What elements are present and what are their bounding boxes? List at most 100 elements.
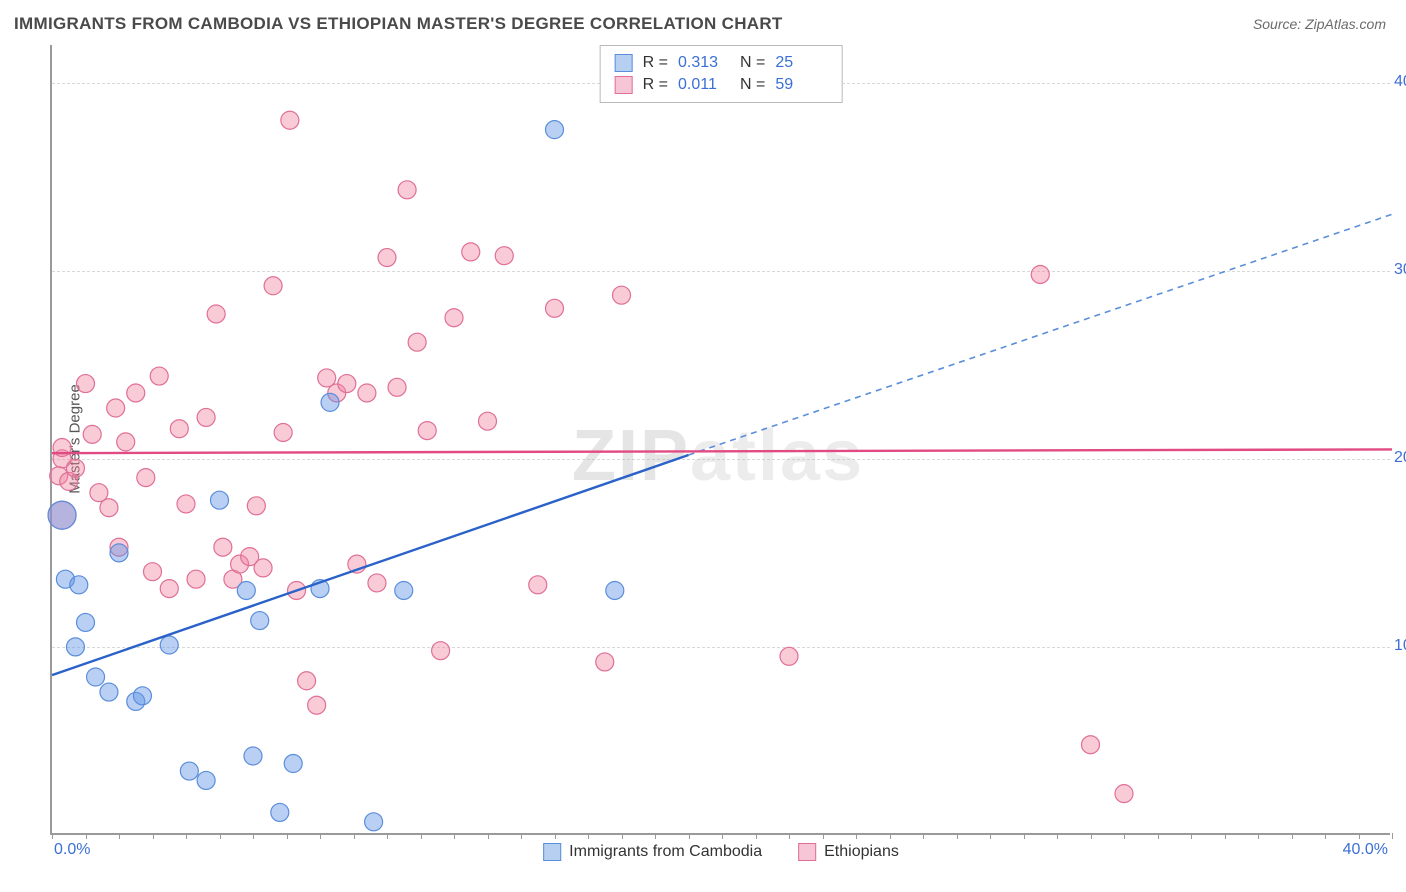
x-tick	[488, 833, 489, 839]
data-point	[1115, 785, 1133, 803]
data-point	[211, 491, 229, 509]
data-point	[432, 642, 450, 660]
data-point	[284, 755, 302, 773]
x-tick	[521, 833, 522, 839]
data-point	[378, 249, 396, 267]
y-tick-label: 40.0%	[1394, 73, 1406, 91]
x-tick	[119, 833, 120, 839]
x-tick	[421, 833, 422, 839]
data-point	[479, 412, 497, 430]
data-point	[180, 762, 198, 780]
data-point	[418, 422, 436, 440]
data-point	[137, 469, 155, 487]
x-axis-max-label: 40.0%	[1343, 841, 1388, 859]
x-tick	[990, 833, 991, 839]
x-tick	[287, 833, 288, 839]
x-tick	[923, 833, 924, 839]
data-point	[100, 499, 118, 517]
data-point	[160, 636, 178, 654]
x-tick	[86, 833, 87, 839]
data-point	[237, 581, 255, 599]
data-point	[197, 408, 215, 426]
x-tick	[186, 833, 187, 839]
data-point	[298, 672, 316, 690]
data-point	[529, 576, 547, 594]
x-tick	[1225, 833, 1226, 839]
data-point	[358, 384, 376, 402]
x-tick	[1292, 833, 1293, 839]
data-point	[244, 747, 262, 765]
x-tick	[1057, 833, 1058, 839]
x-tick	[890, 833, 891, 839]
data-point	[271, 803, 289, 821]
data-point	[365, 813, 383, 831]
legend-item-a: Immigrants from Cambodia	[543, 843, 762, 861]
data-point	[1082, 736, 1100, 754]
data-point	[495, 247, 513, 265]
data-point	[117, 433, 135, 451]
data-point	[321, 393, 339, 411]
x-axis-min-label: 0.0%	[54, 841, 90, 859]
legend-item-b: Ethiopians	[798, 843, 899, 861]
swatch-b	[615, 76, 633, 94]
data-point	[70, 576, 88, 594]
data-point	[107, 399, 125, 417]
data-point	[338, 375, 356, 393]
x-tick	[320, 833, 321, 839]
correlation-legend-box: R = 0.313 N = 25 R = 0.011 N = 59	[600, 45, 843, 103]
source-prefix: Source:	[1253, 16, 1301, 32]
swatch-b-icon	[798, 843, 816, 861]
swatch-a	[615, 54, 633, 72]
data-point	[274, 423, 292, 441]
swatch-a-icon	[543, 843, 561, 861]
regression-line	[52, 449, 1392, 453]
regression-line	[689, 214, 1393, 455]
source-attribution: Source: ZipAtlas.com	[1253, 16, 1386, 32]
data-point	[247, 497, 265, 515]
data-point	[77, 375, 95, 393]
x-tick	[588, 833, 589, 839]
x-tick	[722, 833, 723, 839]
x-tick	[1258, 833, 1259, 839]
data-point	[133, 687, 151, 705]
x-tick	[957, 833, 958, 839]
x-tick	[253, 833, 254, 839]
y-tick-label: 10.0%	[1394, 637, 1406, 655]
source-link[interactable]: ZipAtlas.com	[1305, 16, 1386, 32]
data-point	[462, 243, 480, 261]
x-tick	[555, 833, 556, 839]
data-point	[1031, 265, 1049, 283]
data-point	[214, 538, 232, 556]
data-point	[66, 638, 84, 656]
page-title: IMMIGRANTS FROM CAMBODIA VS ETHIOPIAN MA…	[14, 14, 783, 34]
x-tick	[454, 833, 455, 839]
x-tick	[689, 833, 690, 839]
data-point	[281, 111, 299, 129]
data-point	[398, 181, 416, 199]
data-point	[150, 367, 168, 385]
scatter-plot: Master's Degree 10.0%20.0%30.0%40.0% ZIP…	[50, 45, 1390, 835]
x-tick	[1359, 833, 1360, 839]
data-point	[254, 559, 272, 577]
data-point	[264, 277, 282, 295]
x-tick	[1158, 833, 1159, 839]
data-point	[66, 459, 84, 477]
x-tick	[1392, 833, 1393, 839]
legend-row-a: R = 0.313 N = 25	[615, 52, 828, 74]
data-point	[780, 647, 798, 665]
data-point	[546, 121, 564, 139]
data-point	[177, 495, 195, 513]
x-tick	[756, 833, 757, 839]
data-point	[87, 668, 105, 686]
data-point	[308, 696, 326, 714]
y-tick-label: 30.0%	[1394, 261, 1406, 279]
legend-row-b: R = 0.011 N = 59	[615, 74, 828, 96]
data-point	[127, 384, 145, 402]
data-point	[546, 299, 564, 317]
x-tick	[1024, 833, 1025, 839]
data-point	[388, 378, 406, 396]
x-tick	[1091, 833, 1092, 839]
data-point	[144, 563, 162, 581]
y-tick-label: 20.0%	[1394, 449, 1406, 467]
data-point	[368, 574, 386, 592]
